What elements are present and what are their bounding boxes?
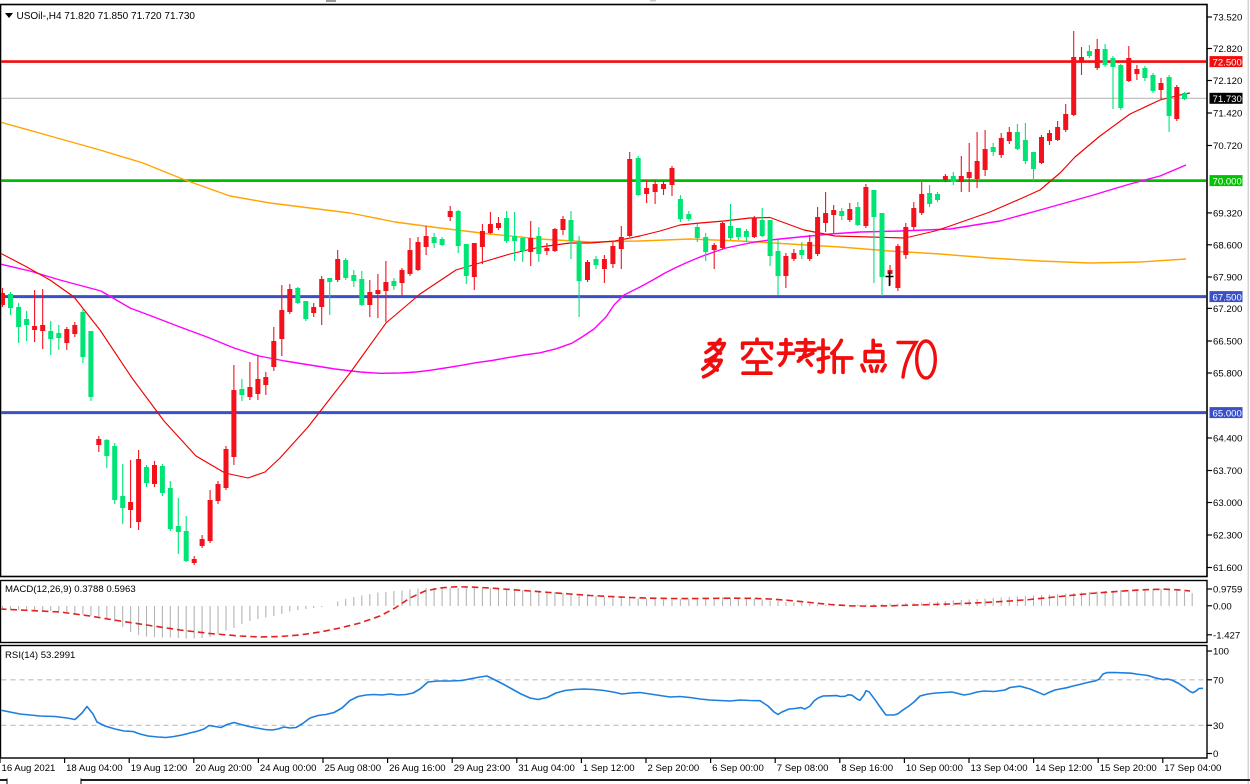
svg-text:16 Aug 2021: 16 Aug 2021 (2, 763, 56, 774)
svg-text:70.000: 70.000 (1213, 176, 1242, 187)
svg-text:100: 100 (1213, 647, 1229, 658)
svg-text:65.000: 65.000 (1213, 408, 1242, 419)
svg-text:63.700: 63.700 (1213, 466, 1242, 477)
svg-text:62.300: 62.300 (1213, 531, 1242, 542)
svg-text:31 Aug 04:00: 31 Aug 04:00 (518, 763, 575, 774)
svg-text:30: 30 (1213, 721, 1224, 732)
svg-text:20 Aug 20:00: 20 Aug 20:00 (195, 763, 252, 774)
svg-text:18 Aug 04:00: 18 Aug 04:00 (66, 763, 123, 774)
svg-text:68.600: 68.600 (1213, 240, 1242, 251)
svg-text:19 Aug 12:00: 19 Aug 12:00 (131, 763, 188, 774)
svg-text:1 Sep 12:00: 1 Sep 12:00 (583, 763, 635, 774)
svg-text:24 Aug 00:00: 24 Aug 00:00 (260, 763, 317, 774)
svg-text:MACD(12,26,9) 0.3788 0.5963: MACD(12,26,9) 0.3788 0.5963 (5, 584, 136, 595)
svg-text:65.800: 65.800 (1213, 369, 1242, 380)
svg-text:72.500: 72.500 (1213, 57, 1242, 68)
svg-text:70.720: 70.720 (1213, 141, 1242, 152)
svg-text:8 Sep 16:00: 8 Sep 16:00 (841, 763, 893, 774)
svg-text:17 Sep 04:00: 17 Sep 04:00 (1164, 763, 1221, 774)
svg-text:6 Sep 00:00: 6 Sep 00:00 (712, 763, 764, 774)
svg-text:13 Sep 04:00: 13 Sep 04:00 (971, 763, 1028, 774)
svg-text:-1.427: -1.427 (1213, 630, 1240, 641)
svg-text:0: 0 (1213, 749, 1218, 760)
svg-text:73.520: 73.520 (1213, 13, 1242, 24)
svg-text:7 Sep 08:00: 7 Sep 08:00 (777, 763, 829, 774)
svg-text:26 Aug 16:00: 26 Aug 16:00 (389, 763, 446, 774)
svg-text:61.600: 61.600 (1213, 563, 1242, 574)
svg-text:14 Sep 12:00: 14 Sep 12:00 (1035, 763, 1092, 774)
svg-text:10 Sep 00:00: 10 Sep 00:00 (906, 763, 963, 774)
svg-text:67.200: 67.200 (1213, 304, 1242, 315)
svg-text:70: 70 (1213, 675, 1224, 686)
svg-text:71.420: 71.420 (1213, 109, 1242, 120)
svg-text:63.000: 63.000 (1213, 498, 1242, 509)
svg-text:29 Aug 23:00: 29 Aug 23:00 (454, 763, 511, 774)
svg-text:71.730: 71.730 (1213, 94, 1242, 105)
svg-text:66.500: 66.500 (1213, 337, 1242, 348)
svg-text:67.900: 67.900 (1213, 273, 1242, 284)
svg-text:72.820: 72.820 (1213, 44, 1242, 55)
svg-text:15 Sep 20:00: 15 Sep 20:00 (1100, 763, 1157, 774)
svg-text:RSI(14) 53.2991: RSI(14) 53.2991 (5, 650, 75, 661)
svg-text:2 Sep 20:00: 2 Sep 20:00 (648, 763, 700, 774)
svg-text:64.400: 64.400 (1213, 434, 1242, 445)
svg-text:67.500: 67.500 (1213, 292, 1242, 303)
svg-text:69.320: 69.320 (1213, 208, 1242, 219)
svg-text:USOil-,H4 71.820 71.850 71.72: USOil-,H4 71.820 71.850 71.720 71.730 (17, 11, 196, 22)
svg-text:72.120: 72.120 (1213, 76, 1242, 87)
svg-text:0.9759: 0.9759 (1213, 585, 1242, 596)
svg-text:0.00: 0.00 (1213, 601, 1232, 612)
svg-text:25 Aug 08:00: 25 Aug 08:00 (325, 763, 382, 774)
